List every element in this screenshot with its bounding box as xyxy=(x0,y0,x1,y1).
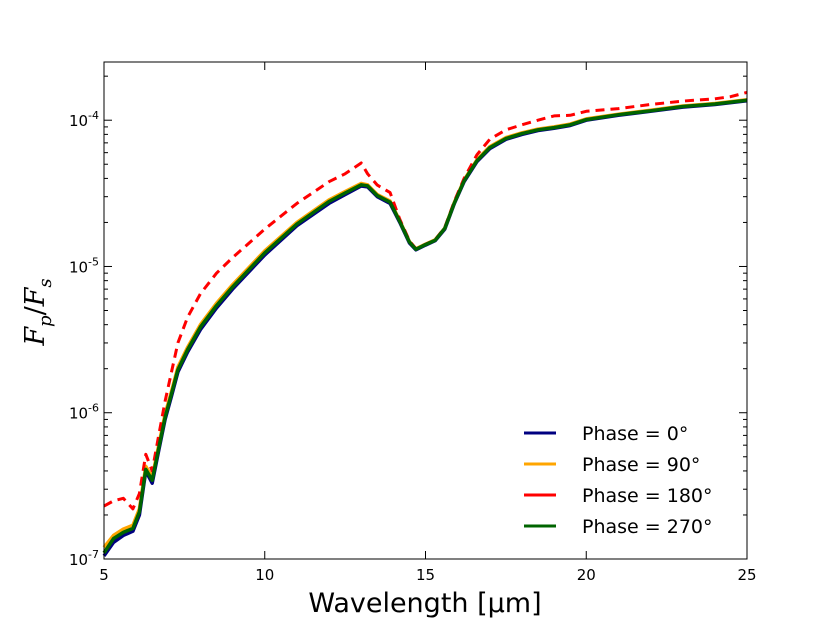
legend-label-3: Phase = 270° xyxy=(582,516,713,538)
y-label-main: F xyxy=(20,326,51,347)
x-tick-label: 15 xyxy=(416,566,435,584)
x-tick-label: 10 xyxy=(255,566,274,584)
y-tick-label: 10-7 xyxy=(69,548,99,569)
series-line-2 xyxy=(103,90,748,511)
y-tick-label: 10-4 xyxy=(69,109,99,130)
legend-label-2: Phase = 180° xyxy=(582,485,713,507)
series-line-3 xyxy=(102,98,748,554)
y-tick-label: 10-6 xyxy=(69,402,99,423)
y-tick-label: 10-5 xyxy=(69,255,99,276)
x-tick-label: 20 xyxy=(577,566,596,584)
legend: Phase = 0° Phase = 90° Phase = 180° Phase =… xyxy=(524,423,713,538)
x-tick-label: 5 xyxy=(99,566,109,584)
x-tick-label: 25 xyxy=(737,566,756,584)
y-label-numerator-sub: p xyxy=(35,315,56,327)
ticks-layer: 5 10 15 20 25 10-7 10-6 10-5 10-4 xyxy=(69,62,757,584)
legend-label-0: Phase = 0° xyxy=(582,423,688,445)
svg-text:Fp/Fs: Fp/Fs xyxy=(20,278,56,346)
y-label-denominator: F xyxy=(20,286,51,307)
legend-label-1: Phase = 90° xyxy=(582,454,700,476)
x-axis-label: Wavelength [μm] xyxy=(308,588,541,619)
series-layer xyxy=(102,90,748,557)
y-label-denominator-sub: s xyxy=(35,278,56,287)
y-label-slash: / xyxy=(20,305,51,315)
y-axis-label: Fp/Fs xyxy=(20,278,56,346)
